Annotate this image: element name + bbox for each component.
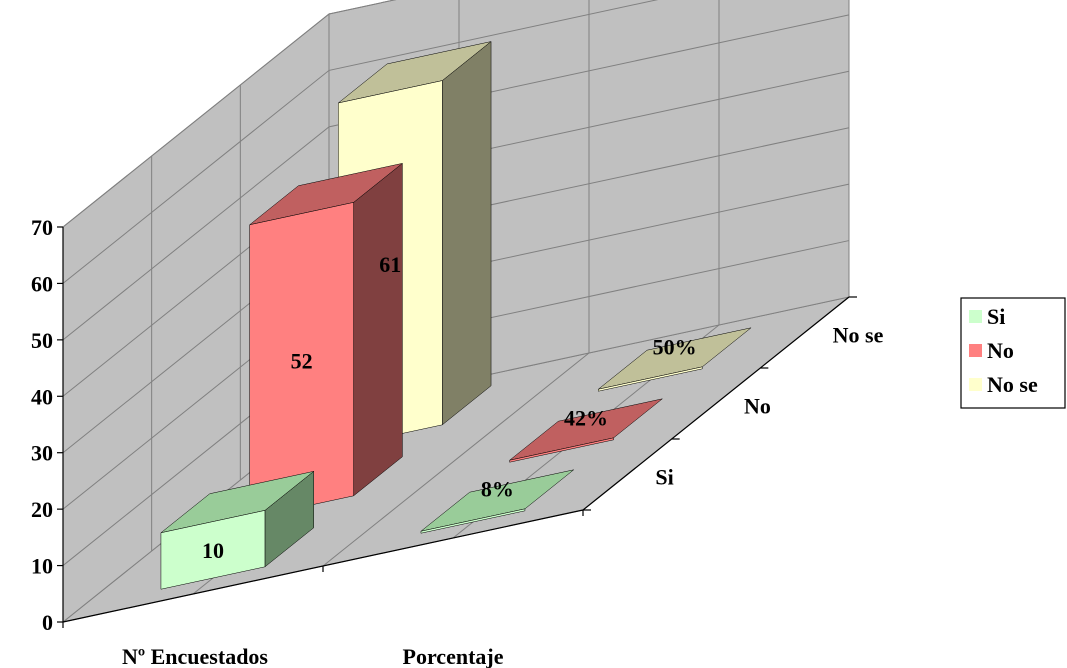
legend-label: No xyxy=(987,338,1014,363)
bar-no-1 xyxy=(249,162,403,519)
legend-label: Si xyxy=(987,304,1005,329)
y-tick-label: 20 xyxy=(31,497,53,522)
axes xyxy=(57,226,857,628)
y-tick-label: 40 xyxy=(31,384,53,409)
legend-swatch xyxy=(969,310,982,323)
data-label: 52 xyxy=(291,348,313,373)
data-label: 8% xyxy=(481,477,514,502)
legend-label: No se xyxy=(987,372,1038,397)
y-tick-label: 0 xyxy=(42,610,53,635)
gridline-floor xyxy=(322,352,590,567)
labels: 61 50% 52 42% 10 8% 0 10 20 30 40 50 60 70 Nº Encuesta… xyxy=(31,215,884,668)
bars xyxy=(160,41,752,590)
y-tick-label: 10 xyxy=(31,554,53,579)
bar-side xyxy=(442,41,492,426)
bar-front xyxy=(160,510,266,590)
legend-swatch xyxy=(969,344,982,357)
bar-front xyxy=(598,366,703,392)
y-tick-label: 60 xyxy=(31,271,53,296)
bar-no-se-2 xyxy=(598,327,752,392)
y-tick-label: 50 xyxy=(31,328,53,353)
series-axis-label: Si xyxy=(655,465,673,490)
bar-no-2 xyxy=(509,398,663,463)
bar-si-1 xyxy=(160,470,314,590)
data-label: 10 xyxy=(202,538,224,563)
bar-front xyxy=(249,202,354,519)
category-label: Nº Encuestados xyxy=(122,644,268,668)
data-label: 50% xyxy=(653,335,697,360)
y-tick-label: 70 xyxy=(31,215,53,240)
bar-front xyxy=(509,437,614,463)
series-axis-label: No xyxy=(744,394,771,419)
data-label: 42% xyxy=(564,406,608,431)
series-axis-label: No se xyxy=(833,323,884,348)
legend: Si No No se xyxy=(960,297,1066,409)
depth-axis xyxy=(582,296,850,511)
bar-si-2 xyxy=(420,469,574,534)
data-label: 61 xyxy=(379,252,401,277)
legend-swatch xyxy=(969,378,982,391)
bar-side xyxy=(353,162,403,497)
category-label: Porcentaje xyxy=(403,644,504,668)
y-tick-label: 30 xyxy=(31,441,53,466)
bar-front xyxy=(420,508,526,534)
